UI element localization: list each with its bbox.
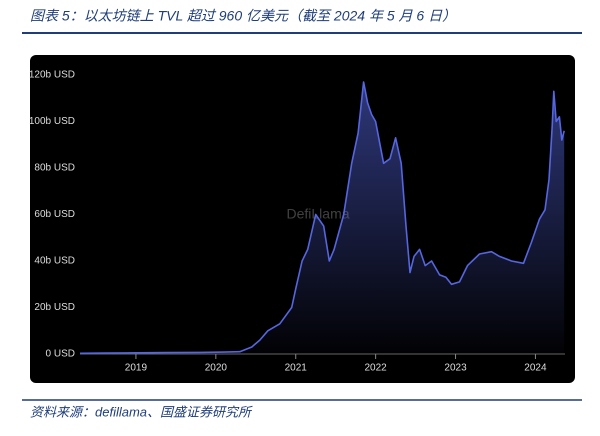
x-tick-label: 2023 (444, 363, 467, 374)
watermark: DefiLlama (286, 206, 349, 222)
y-tick-label: 60b USD (34, 209, 75, 220)
x-tick-label: 2019 (125, 363, 148, 374)
area (80, 82, 565, 354)
x-tick-label: 2021 (285, 363, 308, 374)
x-tick-label: 2022 (365, 363, 388, 374)
chart-title: 图表 5：以太坊链上 TVL 超过 960 亿美元（截至 2024 年 5 月 … (30, 8, 456, 24)
y-tick-label: 100b USD (29, 116, 75, 127)
y-tick-label: 80b USD (34, 163, 75, 174)
y-tick-label: 0 USD (46, 349, 75, 360)
x-tick-label: 2024 (524, 363, 547, 374)
y-tick-label: 40b USD (34, 256, 75, 267)
y-tick-label: 20b USD (34, 302, 75, 313)
x-tick-label: 2020 (205, 363, 228, 374)
line (79, 81, 565, 355)
y-tick-label: 120b USD (29, 70, 75, 81)
source-note: 资料来源：defillama、国盛证券研究所 (30, 404, 253, 419)
